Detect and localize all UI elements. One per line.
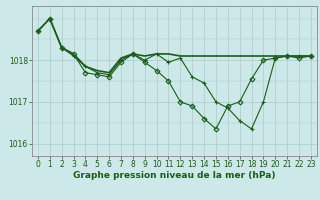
X-axis label: Graphe pression niveau de la mer (hPa): Graphe pression niveau de la mer (hPa) [73,171,276,180]
